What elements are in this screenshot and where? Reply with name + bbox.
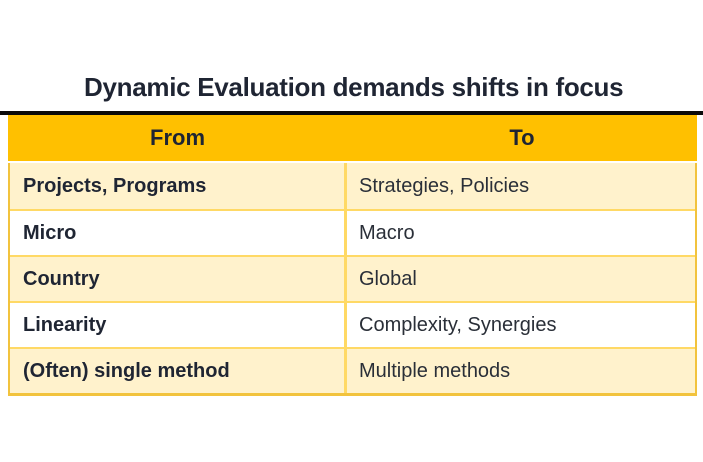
to-cell: Multiple methods [359, 359, 511, 382]
from-cell: (Often) single method [10, 349, 347, 393]
title-divider-rule [0, 111, 703, 115]
column-header-from: From [150, 125, 205, 150]
to-cell: Complexity, Synergies [359, 313, 557, 336]
from-to-table: From To Projects, Programs Strategies, P… [8, 115, 697, 396]
from-cell: Country [10, 257, 347, 301]
table-row: Country Global [10, 255, 695, 301]
from-cell: Linearity [10, 303, 347, 347]
column-header-to: To [509, 125, 535, 150]
table-row: Linearity Complexity, Synergies [10, 301, 695, 347]
table-header-row: From To [8, 115, 697, 163]
table-row: (Often) single method Multiple methods [10, 347, 695, 393]
from-cell: Projects, Programs [10, 163, 347, 209]
to-cell: Global [359, 267, 417, 290]
to-cell: Strategies, Policies [359, 174, 530, 197]
page-title: Dynamic Evaluation demands shifts in foc… [84, 72, 624, 102]
table-row: Projects, Programs Strategies, Policies [10, 163, 695, 209]
table-body: Projects, Programs Strategies, Policies … [8, 163, 697, 396]
to-cell: Macro [359, 221, 415, 244]
table-row: Micro Macro [10, 209, 695, 255]
from-cell: Micro [10, 211, 347, 255]
